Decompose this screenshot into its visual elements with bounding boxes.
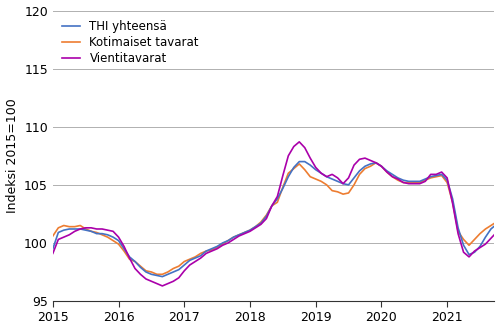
THI yhteensä (450, 197, 456, 201)
Kotimaiset tavarat (444, 181, 450, 184)
Kotimaiset tavarat (154, 272, 160, 276)
Vientitavarat (160, 284, 166, 288)
Kotimaiset tavarat (351, 183, 357, 187)
Kotimaiset tavarat (450, 200, 456, 204)
Kotimaiset tavarat (50, 234, 56, 238)
Vientitavarat (455, 232, 461, 236)
Kotimaiset tavarat (422, 178, 428, 182)
THI yhteensä (50, 247, 56, 251)
Vientitavarat (450, 201, 456, 205)
Vientitavarat (444, 176, 450, 180)
THI yhteensä (472, 250, 478, 254)
Kotimaiset tavarat (455, 229, 461, 233)
Vientitavarat (351, 163, 357, 167)
THI yhteensä (444, 178, 450, 182)
Y-axis label: Indeksi 2015=100: Indeksi 2015=100 (6, 98, 18, 213)
Kotimaiset tavarat (472, 238, 478, 242)
Line: THI yhteensä: THI yhteensä (53, 40, 500, 277)
Legend: THI yhteensä, Kotimaiset tavarat, Vientitavarat: THI yhteensä, Kotimaiset tavarat, Vienti… (59, 16, 203, 68)
THI yhteensä (422, 177, 428, 181)
THI yhteensä (455, 226, 461, 230)
Vientitavarat (50, 251, 56, 255)
THI yhteensä (160, 275, 166, 279)
Vientitavarat (472, 249, 478, 253)
Vientitavarat (422, 180, 428, 183)
THI yhteensä (351, 176, 357, 180)
Line: Vientitavarat: Vientitavarat (53, 36, 500, 286)
Line: Kotimaiset tavarat: Kotimaiset tavarat (53, 63, 500, 274)
